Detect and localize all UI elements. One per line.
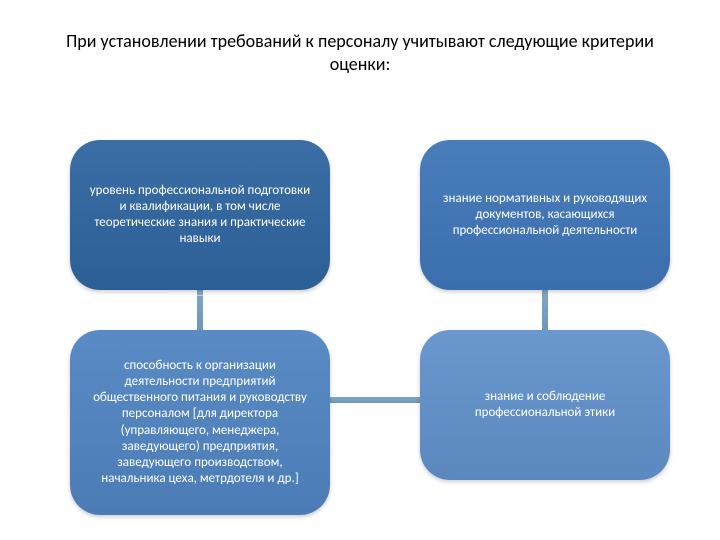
node-bottom-right: знание и соблюдение профессиональной эти… [420,330,670,480]
node-text: способность к организации деятельности п… [88,358,312,488]
node-top-left: уровень профессиональной подготовки и кв… [70,140,330,290]
connector-horizontal-bottom [330,397,420,403]
connector-vertical-right [542,290,548,330]
node-text: знание и соблюдение профессиональной эти… [438,389,652,422]
page-title: При установлении требований к персоналу … [40,30,680,77]
node-bottom-left: способность к организации деятельности п… [70,330,330,515]
node-text: знание нормативных и руководящих докумен… [438,191,652,240]
node-top-right: знание нормативных и руководящих докумен… [420,140,670,290]
node-text: уровень профессиональной подготовки и кв… [88,183,312,248]
